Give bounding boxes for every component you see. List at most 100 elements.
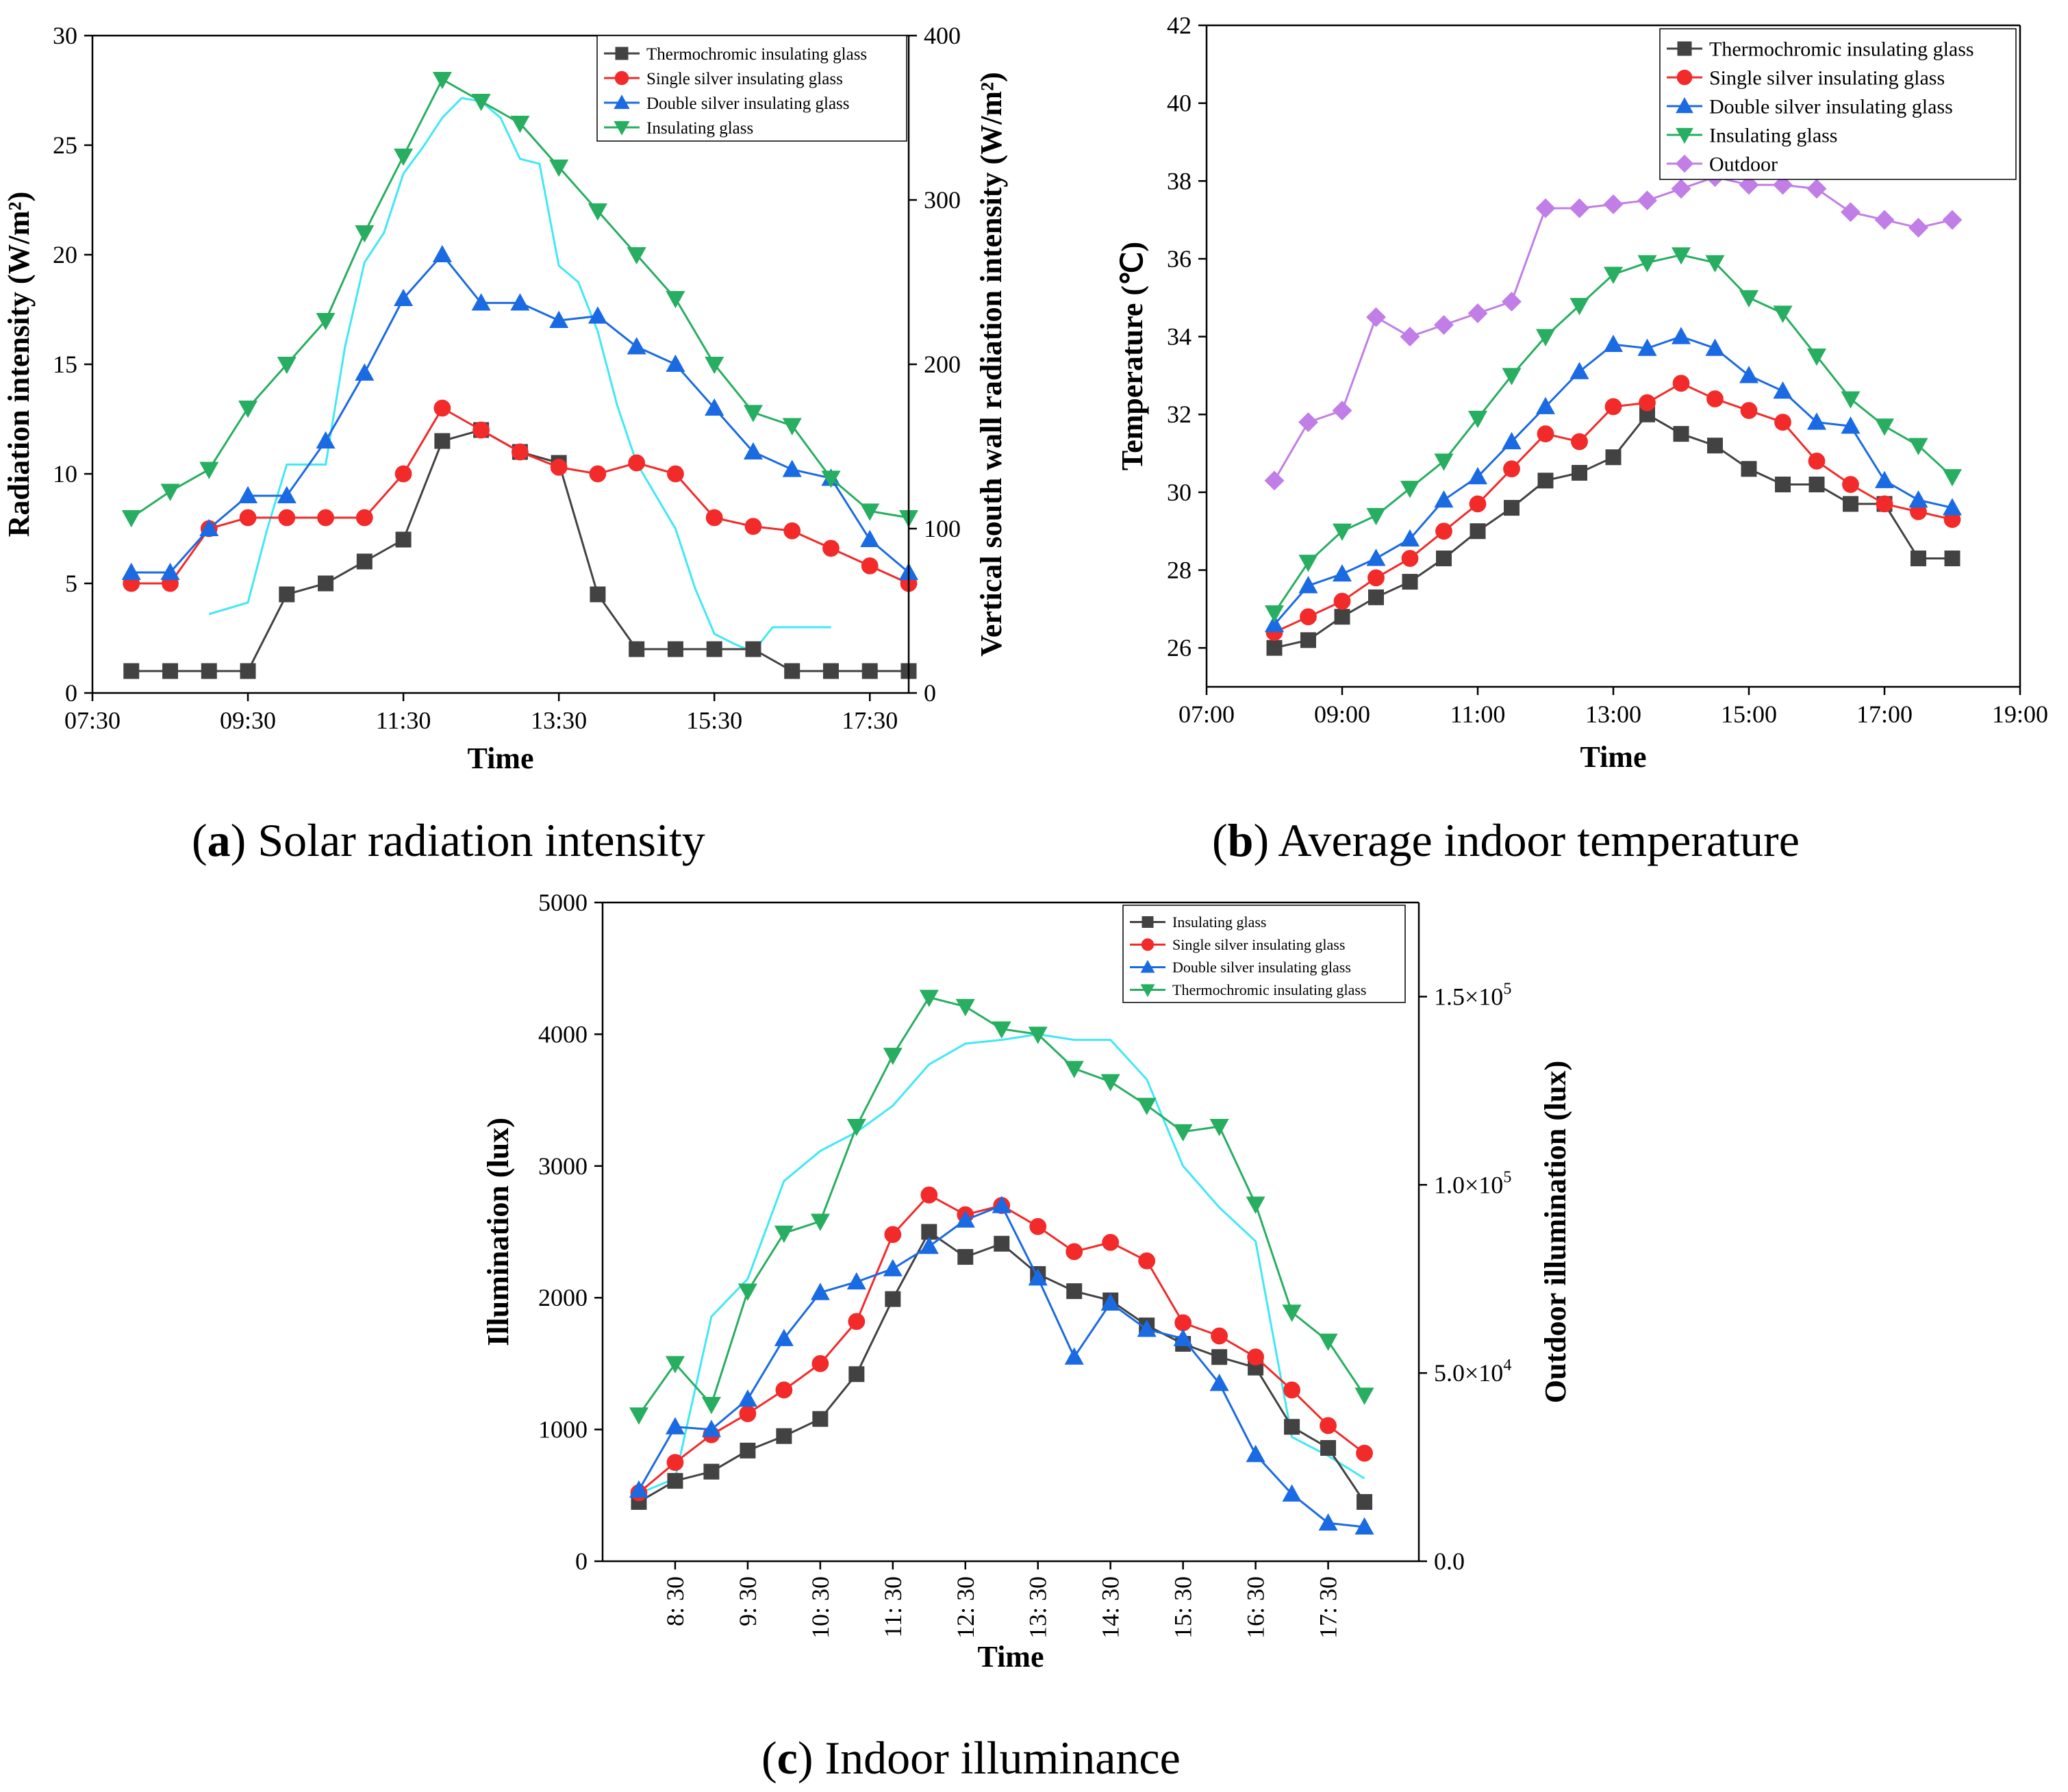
panel-c-series-thermochromic-insulating-glass-point: [1173, 1124, 1193, 1142]
panel-b-legend-label: Insulating glass: [1709, 125, 1838, 147]
panel-a-series-insulating-glass-point: [394, 148, 414, 166]
panel-b-series-single-silver-insulating-glass-point: [1808, 453, 1826, 470]
panel-a-x-tick-label: 09:30: [220, 707, 276, 734]
panel-c-series-single-silver-insulating-glass-point: [775, 1381, 793, 1399]
panel-b-series-thermochromic-insulating-glass-point: [1572, 464, 1587, 481]
panel-b-series-insulating-glass-point: [1806, 348, 1827, 366]
panel-b-series-thermochromic-insulating-glass-point: [1436, 550, 1452, 566]
panel-a-axes: 07:30 09:30 11:30 13:30 15:30 17:30 0 5 10 15 20 25…: [53, 22, 961, 734]
panel-a-y-tick-label: 0: [65, 679, 77, 707]
panel-b-series-thermochromic-insulating-glass-point: [1402, 574, 1418, 590]
panel-c-series-single-silver-insulating-glass-point: [1283, 1381, 1300, 1399]
panel-c-series-insulating-glass-point: [1211, 1349, 1228, 1365]
panel-a-series-double-silver-insulating-glass-point: [627, 337, 646, 355]
panel-b-series-double-silver-insulating-glass: [1264, 327, 1963, 633]
panel-c-series-insulating-glass-point: [812, 1411, 829, 1427]
panel-a-series-insulating-glass-point: [316, 312, 336, 331]
panel-b-series-double-silver-insulating-glass-point: [1874, 470, 1895, 488]
panel-a-series-single-silver-insulating-glass-point: [705, 509, 723, 527]
panel-a-x-axis-title: Time: [468, 742, 534, 775]
panel-c-y-right-tick-label: 1.0×105: [1434, 1168, 1511, 1198]
panel-b-legend-item: Thermochromic insulating glass: [1667, 38, 1974, 61]
panel-c-x-tick-label: 16: 30: [1242, 1576, 1270, 1639]
panel-b-series-single-silver-insulating-glass-point: [1435, 522, 1452, 540]
panel-b-series-thermochromic-insulating-glass-point: [1944, 550, 1960, 566]
panel-a-series-thermochromic-insulating-glass-point: [822, 663, 839, 679]
panel-a-x-tick-label: 17:30: [842, 707, 898, 734]
panel-b-axes: 07:00 09:00 11:00 13:00 15:00 17:00 19:00 26 28 3…: [1167, 12, 2048, 728]
panel-a-y-tick-label: 10: [53, 460, 77, 488]
panel-b-series-insulating-glass-point: [1603, 266, 1624, 284]
panel-c-series-double-silver-insulating-glass-point: [919, 1236, 939, 1254]
panel-c-y-right-tick-exponent: 5: [1503, 980, 1511, 998]
caption-b-text: Average indoor temperature: [1269, 814, 1800, 866]
panel-c-series-double-silver-insulating-glass-point: [629, 1480, 649, 1498]
panel-c-series-double-silver-insulating-glass-point: [1318, 1513, 1338, 1531]
panel-b-series-insulating-glass-point: [1874, 418, 1895, 436]
panel-c-legend-box: [1122, 905, 1406, 1003]
panel-c-series-single-silver-insulating-glass-point: [920, 1186, 938, 1204]
panel-a-series-insulating-glass-point: [160, 483, 180, 501]
panel-c-secondary-line: [638, 1033, 1365, 1495]
panel-a-solar-radiation: 07:30 09:30 11:30 13:30 15:30 17:30 0 5 10 15 20 25…: [2, 22, 1008, 775]
panel-a-series-double-silver-insulating-glass-point: [705, 398, 724, 416]
panel-a-series-double-silver-insulating-glass-point: [549, 310, 569, 329]
panel-b-series-insulating-glass-point: [1264, 605, 1285, 623]
panel-c-legend-label: Thermochromic insulating glass: [1172, 981, 1367, 998]
panel-b-series-double-silver-insulating-glass-point: [1400, 529, 1420, 547]
panel-b-series-thermochromic-insulating-glass-point: [1843, 496, 1858, 512]
panel-c-series-double-silver-insulating-glass-point: [1137, 1320, 1157, 1337]
panel-a-series-insulating-glass-point: [471, 93, 491, 112]
panel-c-series-double-silver-insulating-glass-point: [1064, 1347, 1084, 1365]
panel-c-series-double-silver-insulating-glass-point: [1209, 1374, 1229, 1391]
panel-c-series-double-silver-insulating-glass-point: [701, 1419, 721, 1437]
panel-b-y-tick-label: 42: [1167, 12, 1191, 39]
panel-b-series-thermochromic-insulating-glass-point: [1808, 477, 1825, 493]
panel-b-legend-box: [1659, 28, 2017, 180]
panel-b-series-insulating-glass-point: [1908, 438, 1928, 455]
panel-c-series-single-silver-insulating-glass-point: [1320, 1417, 1337, 1435]
panel-b-series-double-silver-insulating-glass-point: [1841, 416, 1861, 434]
panel-c-y-right-tick-label: 1.5×105: [1434, 980, 1511, 1010]
panel-a-series-double-silver-insulating-glass-point: [160, 562, 180, 581]
panel-a-series-single-silver-insulating-glass-point: [861, 557, 879, 575]
panel-c-series-double-silver-insulating-glass-point: [1354, 1517, 1374, 1535]
panel-a-y-right-tick-label: 300: [924, 186, 961, 214]
panel-b-series-insulating-glass-point: [1942, 469, 1963, 487]
panel-a-series-thermochromic-insulating-glass-point: [434, 433, 451, 449]
panel-b-series-insulating-glass-point: [1298, 555, 1318, 572]
panel-c-series-thermochromic-insulating-glass-point: [1282, 1304, 1302, 1322]
panel-c-series-thermochromic-insulating-glass-point: [810, 1213, 830, 1231]
panel-b-series-outdoor-point: [1366, 307, 1386, 327]
panel-b-series-double-silver-insulating-glass-point: [1773, 381, 1793, 399]
panel-a-series-thermochromic-insulating-glass-point: [784, 663, 800, 679]
panel-a-series-insulating-glass-point: [588, 203, 607, 221]
caption-a-label: a: [207, 814, 231, 866]
panel-a-series-thermochromic-insulating-glass-point: [356, 553, 373, 570]
panel-c-series-thermochromic-insulating-glass: [629, 989, 1374, 1425]
panel-a-series-insulating-glass-point: [821, 470, 841, 488]
panel-a-series-thermochromic-insulating-glass-point: [162, 663, 179, 679]
caption-c-label: c: [777, 1732, 798, 1784]
panel-a-series-insulating-glass-point: [860, 503, 880, 521]
panel-b-series-single-silver-insulating-glass-point: [1639, 394, 1656, 412]
panel-c-series-single-silver-insulating-glass-point: [848, 1313, 866, 1330]
panel-a-series-insulating-glass-point: [627, 247, 646, 265]
panel-a-series-single-silver-insulating-glass-point: [433, 399, 451, 417]
panel-b-series-insulating-glass-point: [1467, 410, 1488, 429]
panel-b-legend-label: Double silver insulating glass: [1709, 96, 1953, 118]
panel-a-series-insulating-glass-point: [782, 418, 802, 436]
panel-c-y-tick-label: 0: [575, 1548, 588, 1575]
panel-b-y-tick-label: 38: [1167, 167, 1191, 194]
panel-b-series-outdoor: [1264, 167, 1963, 491]
panel-b-legend-item: Double silver insulating glass: [1667, 96, 1953, 118]
panel-b-series-thermochromic-insulating-glass: [1266, 406, 1960, 656]
panel-b-series-thermochromic-insulating-glass-point: [1470, 523, 1486, 540]
panel-c-series-thermochromic-insulating-glass-point: [774, 1225, 794, 1244]
panel-c-series-thermochromic-insulating-glass-point: [1354, 1387, 1374, 1405]
panel-c-series-insulating-glass-point: [1066, 1283, 1083, 1300]
panel-b-series-thermochromic-insulating-glass-point: [1775, 477, 1791, 493]
panel-b-series-thermochromic-insulating-glass-point: [1504, 500, 1520, 516]
panel-a-x-tick-label: 07:30: [64, 707, 121, 734]
panel-b-x-tick-label: 11:00: [1450, 701, 1506, 728]
